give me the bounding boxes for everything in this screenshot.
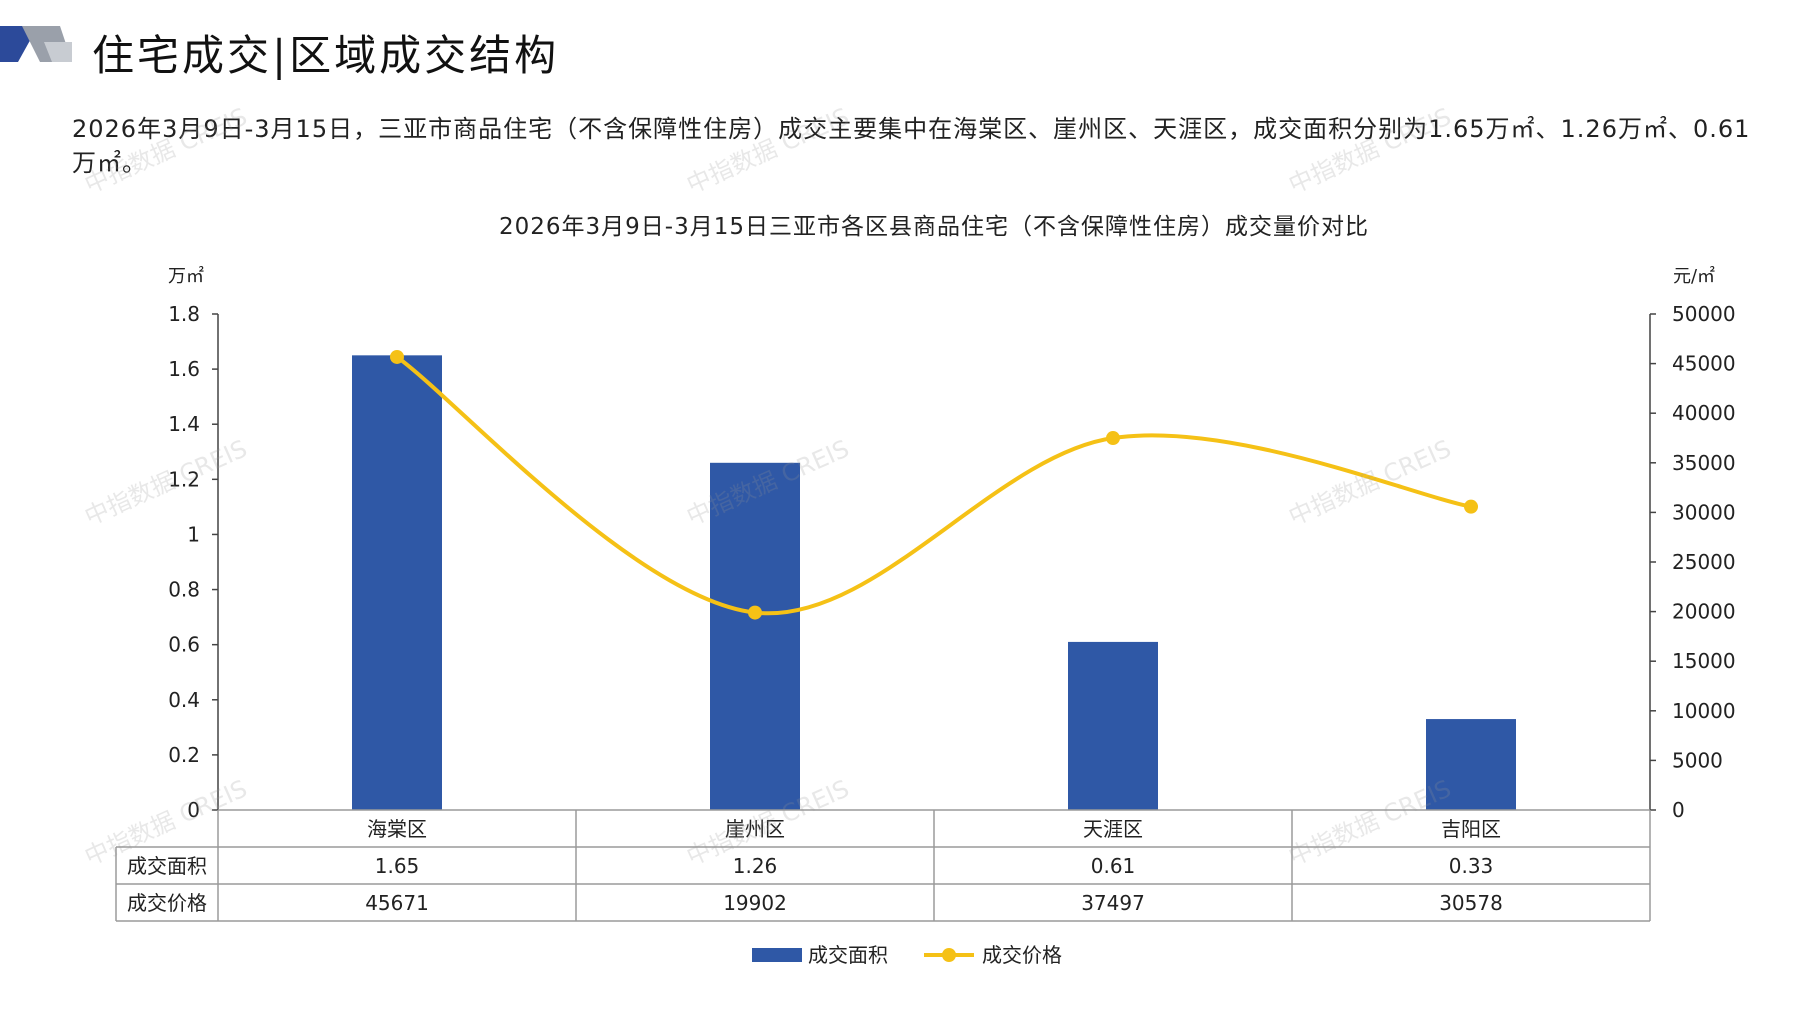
y-right-tick-label: 25000 bbox=[1672, 550, 1736, 574]
y-right-tick-label: 50000 bbox=[1672, 302, 1736, 326]
logo-mark bbox=[0, 26, 72, 62]
y-left-tick-label: 1.2 bbox=[168, 467, 200, 491]
legend-swatch-marker bbox=[942, 948, 956, 962]
y-left-tick-label: 1.4 bbox=[168, 412, 200, 436]
y-left-tick-label: 1.8 bbox=[168, 302, 200, 326]
category-label: 天涯区 bbox=[1083, 817, 1143, 841]
table-value: 1.65 bbox=[375, 854, 420, 878]
page-title: 住宅成交|区域成交结构 bbox=[92, 31, 560, 80]
chart-area: 2026年3月9日-3月15日三亚市各区县商品住宅（不含保障性住房）成交量价对比… bbox=[0, 200, 1797, 980]
y-right-unit: 元/㎡ bbox=[1673, 265, 1715, 287]
y-right-tick-label: 10000 bbox=[1672, 699, 1736, 723]
y-right-tick-label: 40000 bbox=[1672, 401, 1736, 425]
table-value: 37497 bbox=[1081, 891, 1145, 915]
bar-海棠区 bbox=[352, 355, 442, 810]
y-left-tick-label: 0.6 bbox=[168, 633, 200, 657]
y-right-tick-label: 30000 bbox=[1672, 500, 1736, 524]
y-left-unit: 万㎡ bbox=[168, 265, 204, 287]
legend-swatch-bar bbox=[752, 948, 802, 962]
price-line bbox=[395, 355, 1472, 616]
y-left-tick-label: 0.4 bbox=[168, 688, 200, 712]
category-label: 崖州区 bbox=[725, 817, 785, 841]
table-value: 0.61 bbox=[1091, 854, 1136, 878]
y-left-tick-label: 0 bbox=[187, 798, 200, 822]
intro-paragraph: 2026年3月9日-3月15日，三亚市商品住宅（不含保障性住房）成交主要集中在海… bbox=[72, 115, 1751, 177]
y-left-tick-label: 0.8 bbox=[168, 578, 200, 602]
table-row-label: 成交面积 bbox=[127, 854, 207, 878]
price-point-海棠区 bbox=[390, 349, 404, 364]
y-right-tick-label: 20000 bbox=[1672, 600, 1736, 624]
y-right-tick-label: 15000 bbox=[1672, 649, 1736, 673]
category-label: 海棠区 bbox=[367, 817, 427, 841]
bar-天涯区 bbox=[1068, 641, 1158, 810]
y-left-tick-label: 1.6 bbox=[168, 357, 200, 381]
price-point-吉阳区 bbox=[1464, 499, 1478, 514]
table-value: 0.33 bbox=[1449, 854, 1494, 878]
header: 住宅成交|区域成交结构 bbox=[0, 20, 1797, 80]
y-right-tick-label: 45000 bbox=[1672, 352, 1736, 376]
y-left-tick-label: 0.2 bbox=[168, 743, 200, 767]
bar-吉阳区 bbox=[1426, 719, 1516, 810]
y-right-tick-label: 5000 bbox=[1672, 748, 1723, 772]
y-right-tick-label: 0 bbox=[1672, 798, 1685, 822]
y-right-tick-label: 35000 bbox=[1672, 451, 1736, 475]
price-point-崖州区 bbox=[748, 605, 762, 620]
combo-chart: 2026年3月9日-3月15日三亚市各区县商品住宅（不含保障性住房）成交量价对比… bbox=[115, 214, 1736, 967]
chart-title: 2026年3月9日-3月15日三亚市各区县商品住宅（不含保障性住房）成交量价对比 bbox=[499, 214, 1369, 240]
legend-label-bar: 成交面积 bbox=[808, 943, 888, 967]
table-value: 30578 bbox=[1439, 891, 1503, 915]
category-label: 吉阳区 bbox=[1441, 817, 1501, 841]
bar-崖州区 bbox=[710, 462, 800, 810]
table-value: 45671 bbox=[365, 891, 429, 915]
y-left-tick-label: 1 bbox=[187, 522, 200, 546]
price-point-天涯区 bbox=[1106, 431, 1120, 446]
table-row-label: 成交价格 bbox=[127, 891, 207, 915]
table-value: 19902 bbox=[723, 891, 787, 915]
table-value: 1.26 bbox=[733, 854, 778, 878]
legend-label-line: 成交价格 bbox=[982, 943, 1062, 967]
